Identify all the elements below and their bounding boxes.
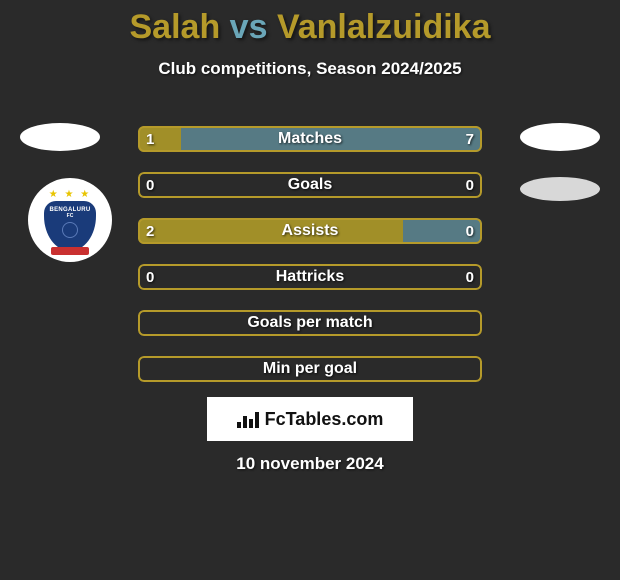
bar-row: 00Goals (138, 172, 482, 198)
logo-sub: FC (67, 213, 74, 219)
watermark: FcTables.com (207, 397, 413, 441)
bar-label: Hattricks (138, 264, 482, 290)
player1-avatar (20, 123, 100, 151)
bar-label: Goals per match (138, 310, 482, 336)
bar-row: Goals per match (138, 310, 482, 336)
watermark-text: FcTables.com (265, 409, 384, 430)
bar-row: 17Matches (138, 126, 482, 152)
comparison-bars: 17Matches 00Goals 20Assists 00Hattricks Goal… (138, 126, 482, 402)
bar-label: Assists (138, 218, 482, 244)
bar-row: 00Hattricks (138, 264, 482, 290)
chart-icon (237, 410, 259, 428)
date-label: 10 november 2024 (0, 454, 620, 474)
bar-label: Matches (138, 126, 482, 152)
player2-name: Vanlalzuidika (277, 8, 491, 46)
page-title: Salah vs Vanlalzuidika (0, 0, 620, 47)
logo-ball-icon (62, 222, 78, 238)
subtitle: Club competitions, Season 2024/2025 (0, 59, 620, 79)
player2-club-avatar (520, 177, 600, 201)
player2-avatar (520, 123, 600, 151)
bar-label: Goals (138, 172, 482, 198)
vs-text: vs (230, 8, 268, 46)
player1-name: Salah (130, 8, 221, 46)
player1-club-logo: ★ ★ ★ BENGALURU FC (28, 178, 112, 262)
bar-label: Min per goal (138, 356, 482, 382)
bar-row: Min per goal (138, 356, 482, 382)
logo-stars-icon: ★ ★ ★ (49, 189, 91, 200)
bar-row: 20Assists (138, 218, 482, 244)
logo-shield-icon: BENGALURU FC (44, 201, 96, 251)
logo-ribbon-icon (51, 247, 89, 255)
